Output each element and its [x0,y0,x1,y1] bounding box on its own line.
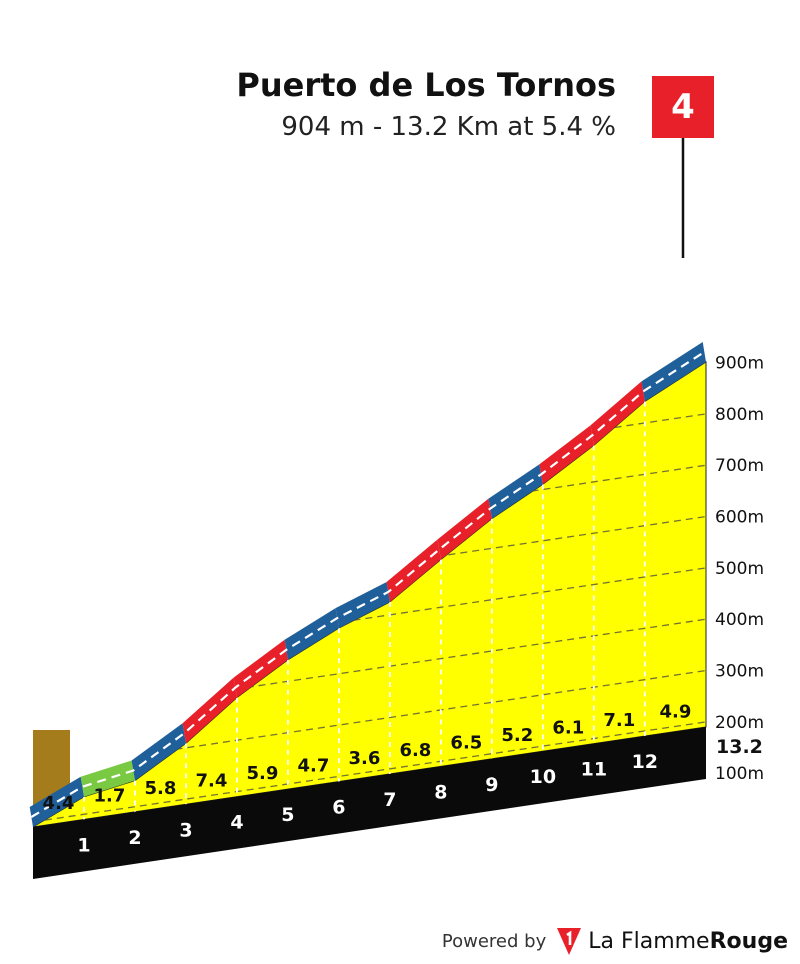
y-tick-label: 900m [715,354,764,374]
km-label: 6 [332,797,345,819]
footer-attribution: Powered by La Flamme Rouge [442,924,788,958]
climb-subtitle: 904 m - 13.2 Km at 5.4 % [281,112,616,142]
segment-gradient-label: 5.2 [501,725,533,746]
segment-gradient-label: 5.8 [145,778,177,799]
road-segment [29,776,84,827]
y-tick-label: 400m [715,610,764,630]
km-label: 10 [530,766,556,788]
segment-gradient-label: 1.7 [94,786,126,807]
km-label: 7 [383,789,396,811]
road-segment [80,760,135,797]
y-tick-label: 600m [715,508,764,528]
y-tick-label: 500m [715,559,764,579]
segment-gradient-label: 5.9 [246,763,278,784]
km-label: 12 [632,751,658,773]
km-label: 1 [77,834,90,856]
segment-gradient-label: 4.7 [297,755,329,776]
segment-gradient-label: 4.4 [43,793,75,814]
road-segment [437,498,492,560]
km-label: 3 [179,819,192,841]
segment-gradient-label: 3.6 [348,748,380,769]
segment-gradient-label: 6.1 [552,717,584,738]
road-centre-line [30,351,705,818]
brand-name-part1: La Flamme [588,928,710,954]
category-flag [652,76,714,138]
profile-base [33,727,706,879]
y-tick-label: 300m [715,662,764,682]
km-label: 4 [230,812,243,834]
km-label: 9 [485,774,498,796]
climb-title: Puerto de Los Tornos [236,66,616,104]
y-tick-label: 100m [715,764,764,784]
segment-gradient-label: 6.8 [399,740,431,761]
km-label: 11 [581,759,607,781]
segment-gradient-label: 4.9 [659,702,691,723]
total-distance-label: 13.2 [716,736,763,758]
y-tick-label: 700m [715,456,764,476]
brand-name-part2: Rouge [709,928,788,954]
y-tick-label: 200m [715,713,764,733]
road-segment [131,723,186,781]
segment-gradient-label: 6.5 [450,733,482,754]
segment-gradient-label: 7.4 [196,770,228,791]
km-label: 8 [434,781,447,803]
segment-gradient-label: 7.1 [603,710,635,731]
road-segment [590,381,645,446]
flamme-rouge-logo-icon [557,928,582,955]
powered-by-text: Powered by [441,930,547,952]
category-flag-label: 4 [671,87,695,127]
y-tick-label: 800m [715,405,764,425]
km-label: 2 [128,827,141,849]
km-label: 5 [281,804,294,826]
